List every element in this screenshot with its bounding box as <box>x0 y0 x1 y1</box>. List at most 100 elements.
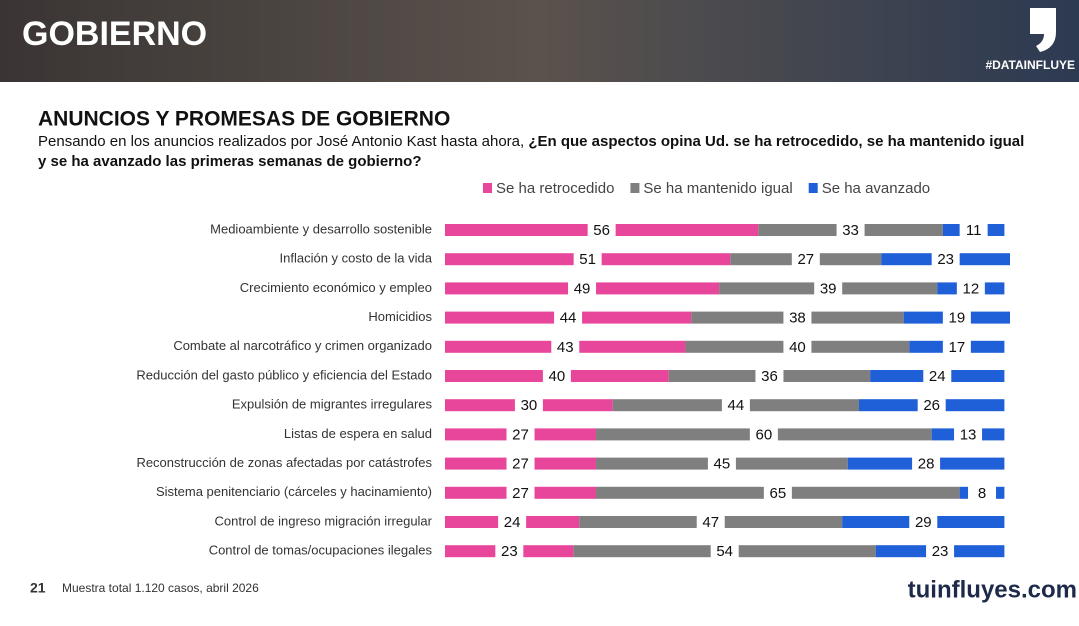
value-label: 33 <box>842 222 859 239</box>
legend-label: Se ha mantenido igual <box>643 180 792 197</box>
value-label-bg <box>912 453 941 474</box>
value-label-bg <box>568 278 597 299</box>
value-label: 27 <box>512 485 529 502</box>
section-title: GOBIERNO <box>22 15 207 53</box>
value-label: 28 <box>918 456 935 473</box>
value-label: 44 <box>728 397 745 414</box>
value-label: 12 <box>962 280 979 297</box>
legend-swatch <box>630 183 640 193</box>
value-label: 38 <box>789 310 806 327</box>
legend-label: Se ha retrocedido <box>496 180 614 197</box>
legend-swatch <box>808 183 818 193</box>
question: ¿En que aspectos opina Ud. se ha retroce… <box>38 133 1025 170</box>
brand-logo: tuinfluyes.com <box>908 576 1077 603</box>
value-label-bg <box>909 512 938 532</box>
value-label: 19 <box>949 310 966 327</box>
value-label: 23 <box>937 251 954 268</box>
header-bg <box>0 0 1079 82</box>
subtitle: Pensando en los anuncios realizados por … <box>38 132 1028 172</box>
category-label: Control de ingreso migración irregular <box>215 513 433 528</box>
value-label: 27 <box>512 456 529 473</box>
value-label-bg <box>942 307 971 328</box>
value-label-bg <box>498 512 527 532</box>
value-label-bg <box>783 307 812 328</box>
quote-icon <box>1030 8 1056 52</box>
value-label-bg <box>506 453 535 474</box>
value-label: 44 <box>560 310 577 327</box>
category-label: Inflación y costo de la vida <box>280 251 433 266</box>
value-label-bg <box>551 336 580 357</box>
value-label-bg <box>542 366 571 386</box>
value-label: 27 <box>797 251 814 268</box>
legend-label: Se ha avanzado <box>822 180 930 197</box>
value-label-bg <box>783 336 812 357</box>
category-label: Expulsión de migrantes irregulares <box>232 397 433 412</box>
value-label: 49 <box>574 280 591 297</box>
value-label: 56 <box>593 222 610 239</box>
value-label: 47 <box>702 514 719 531</box>
value-label-bg <box>514 395 543 416</box>
value-label: 65 <box>770 485 787 502</box>
category-label: Combate al narcotráfico y crimen organiz… <box>173 338 432 353</box>
value-label: 27 <box>512 426 529 443</box>
value-label: 26 <box>923 397 940 414</box>
subtitle-text: Pensando en los anuncios realizados por … <box>38 133 525 150</box>
chart-title: ANUNCIOS Y PROMESAS DE GOBIERNO <box>38 108 450 131</box>
category-label: Control de tomas/ocupaciones ilegales <box>209 543 433 558</box>
value-label-bg <box>836 220 865 240</box>
value-label-bg <box>707 453 736 474</box>
value-label-bg <box>721 395 750 416</box>
value-label-bg <box>506 424 535 445</box>
value-label-bg <box>763 482 792 503</box>
category-label: Sistema penitenciario (cárceles y hacina… <box>156 484 432 499</box>
value-label-bg <box>931 249 960 270</box>
value-label: 36 <box>761 368 778 385</box>
value-label-bg <box>926 541 955 562</box>
subtitle-box: Pensando en los anuncios realizados por … <box>38 132 1028 172</box>
category-label: Medioambiente y desarrollo sostenible <box>210 221 432 236</box>
value-label: 13 <box>960 426 977 443</box>
value-label-bg <box>959 220 988 240</box>
value-label-bg <box>710 541 739 562</box>
category-label: Reducción del gasto público y eficiencia… <box>136 367 432 382</box>
value-label: 29 <box>915 514 932 531</box>
category-label: Listas de espera en salud <box>284 426 432 441</box>
hashtag: #DATAINFLUYE <box>985 58 1075 72</box>
value-label-bg <box>917 395 946 416</box>
value-label: 30 <box>521 397 538 414</box>
value-label-bg <box>587 220 616 240</box>
value-label-bg <box>942 336 971 357</box>
value-label: 40 <box>789 339 806 356</box>
value-label: 17 <box>949 339 966 356</box>
value-label-bg <box>954 424 983 445</box>
value-label: 43 <box>557 339 574 356</box>
value-label: 60 <box>756 426 773 443</box>
category-label: Homicidios <box>368 309 432 324</box>
value-label-bg <box>755 366 784 386</box>
footnote: Muestra total 1.120 casos, abril 2026 <box>62 581 259 595</box>
value-label-bg <box>506 482 535 503</box>
value-label: 11 <box>966 222 982 239</box>
value-label-bg <box>956 278 985 299</box>
value-label: 39 <box>820 280 837 297</box>
legend-swatch <box>483 183 492 193</box>
value-label: 24 <box>504 514 521 531</box>
value-label: 54 <box>716 543 733 560</box>
value-label-bg <box>573 249 602 270</box>
value-label: 40 <box>549 368 566 385</box>
value-label-bg <box>791 249 820 270</box>
value-label-bg <box>696 512 725 532</box>
value-label: 8 <box>978 485 986 502</box>
value-label-bg <box>554 307 583 328</box>
value-label-bg <box>968 482 997 503</box>
value-label: 24 <box>929 368 946 385</box>
category-label: Crecimiento económico y empleo <box>240 280 432 295</box>
value-label: 45 <box>714 456 731 473</box>
value-label-bg <box>814 278 843 299</box>
value-label: 51 <box>579 251 596 268</box>
category-label: Reconstrucción de zonas afectadas por ca… <box>136 455 432 470</box>
page-number: 21 <box>30 580 46 596</box>
value-label-bg <box>923 366 952 386</box>
